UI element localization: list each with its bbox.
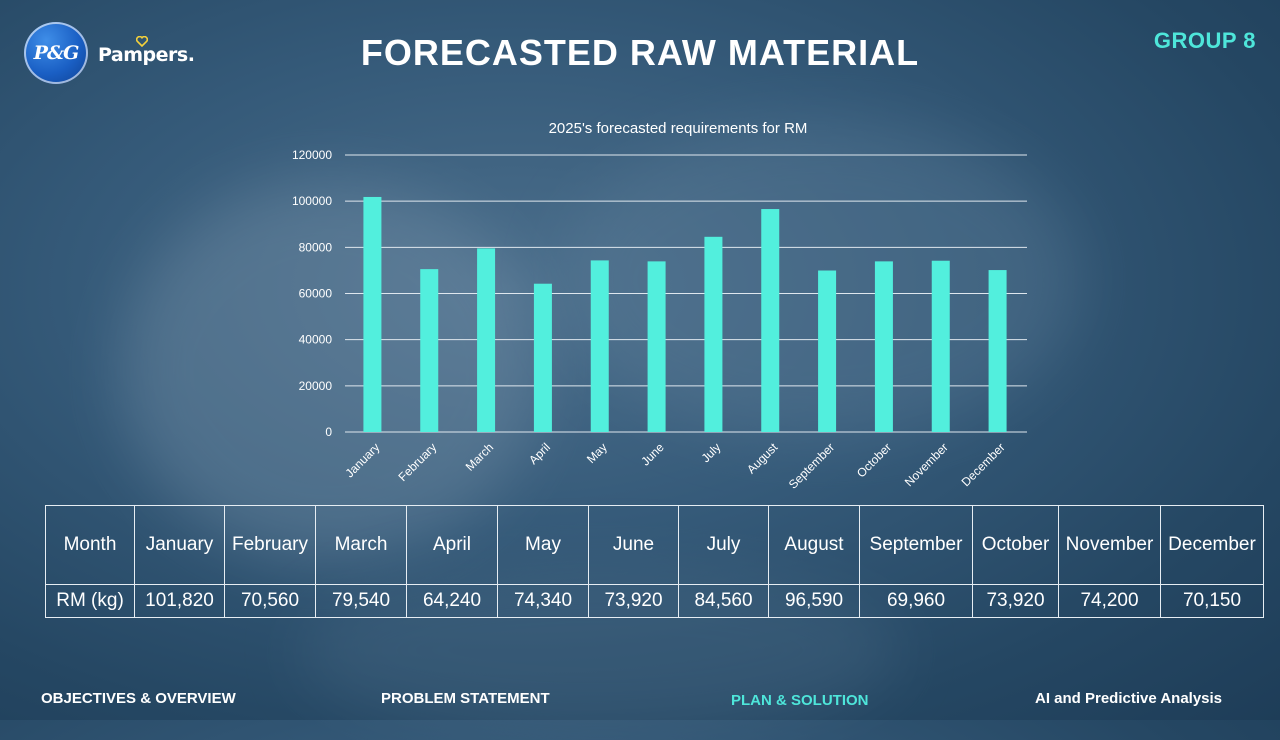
table-cell-value: 79,540 xyxy=(315,584,407,618)
x-tick-label: February xyxy=(396,440,440,484)
table-cell-month: September xyxy=(859,505,973,585)
x-tick-label: June xyxy=(638,440,667,469)
bar xyxy=(590,260,609,432)
table-cell-value: 74,200 xyxy=(1058,584,1161,618)
table-row-values: RM (kg) 101,820 70,560 79,540 64,240 74,340 7… xyxy=(45,584,1264,618)
y-tick-label: 0 xyxy=(325,425,332,439)
table-cell-month: June xyxy=(588,505,679,585)
y-tick-label: 100000 xyxy=(292,194,332,208)
table-cell-month: December xyxy=(1160,505,1264,585)
table-cell-value: 101,820 xyxy=(134,584,225,618)
bar xyxy=(420,269,439,432)
x-tick-label: October xyxy=(854,440,894,480)
pampers-heart-icon xyxy=(136,36,148,47)
bar xyxy=(533,283,552,432)
bar xyxy=(647,261,666,432)
table-cell-month: May xyxy=(497,505,589,585)
table-cell-month: January xyxy=(134,505,225,585)
x-tick-label: May xyxy=(584,440,610,466)
table-cell-month: August xyxy=(768,505,860,585)
bar xyxy=(931,260,950,432)
x-tick-label: January xyxy=(342,440,382,480)
bar xyxy=(477,248,496,432)
x-tick-label: April xyxy=(526,440,553,467)
bar xyxy=(704,236,723,432)
table-cell-month: February xyxy=(224,505,316,585)
nav-ai-predictive-analysis[interactable]: AI and Predictive Analysis xyxy=(1035,690,1223,707)
x-tick-label: July xyxy=(699,440,724,465)
nav-plan-solution[interactable]: PLAN & SOLUTION xyxy=(731,692,869,709)
chart-title: 2025's forecasted requirements for RM xyxy=(549,120,808,137)
pg-logo-text: P&G xyxy=(33,42,80,64)
bar-chart: 2025's forecasted requirements for RM 0 20… xyxy=(292,120,1027,492)
row-header-rm: RM (kg) xyxy=(45,584,135,618)
bar xyxy=(818,270,837,432)
y-tick-label: 40000 xyxy=(299,333,333,347)
x-tick-label: December xyxy=(959,440,1008,489)
row-header-month: Month xyxy=(45,505,135,585)
nav-objectives-overview[interactable]: OBJECTIVES & OVERVIEW xyxy=(41,690,236,707)
group-label: GROUP 8 xyxy=(1153,28,1256,53)
bar xyxy=(988,270,1007,432)
table-cell-value: 73,920 xyxy=(588,584,679,618)
table-cell-value: 96,590 xyxy=(768,584,860,618)
nav-problem-statement[interactable]: PROBLEM STATEMENT xyxy=(381,690,550,707)
bar xyxy=(363,196,382,432)
y-tick-label: 120000 xyxy=(292,148,332,162)
bar xyxy=(874,261,893,432)
table-cell-value: 74,340 xyxy=(497,584,589,618)
table-cell-month: November xyxy=(1058,505,1161,585)
y-tick-label: 80000 xyxy=(299,240,333,254)
y-tick-label: 20000 xyxy=(299,379,333,393)
x-tick-label: March xyxy=(463,440,496,473)
x-tick-label: September xyxy=(786,440,837,491)
table-cell-value: 64,240 xyxy=(406,584,498,618)
background-photo-blur xyxy=(120,180,540,560)
bar xyxy=(761,209,780,432)
table-cell-value: 70,560 xyxy=(224,584,316,618)
table-cell-value: 69,960 xyxy=(859,584,973,618)
pg-logo: P&G xyxy=(24,22,88,84)
table-row-months: Month January February March April May June Ju… xyxy=(45,505,1264,585)
table-cell-month: July xyxy=(678,505,769,585)
x-tick-label: August xyxy=(744,440,781,477)
table-cell-value: 84,560 xyxy=(678,584,769,618)
table-cell-month: October xyxy=(972,505,1059,585)
rm-data-table: Month January February March April May June Ju… xyxy=(45,505,1264,618)
table-cell-value: 70,150 xyxy=(1160,584,1264,618)
table-cell-month: April xyxy=(406,505,498,585)
pampers-logo: Pampers. xyxy=(98,44,195,66)
y-tick-label: 60000 xyxy=(299,287,333,301)
x-tick-label: November xyxy=(902,440,951,489)
table-cell-month: March xyxy=(315,505,407,585)
page-title: FORECASTED RAW MATERIAL xyxy=(360,32,920,73)
table-cell-value: 73,920 xyxy=(972,584,1059,618)
